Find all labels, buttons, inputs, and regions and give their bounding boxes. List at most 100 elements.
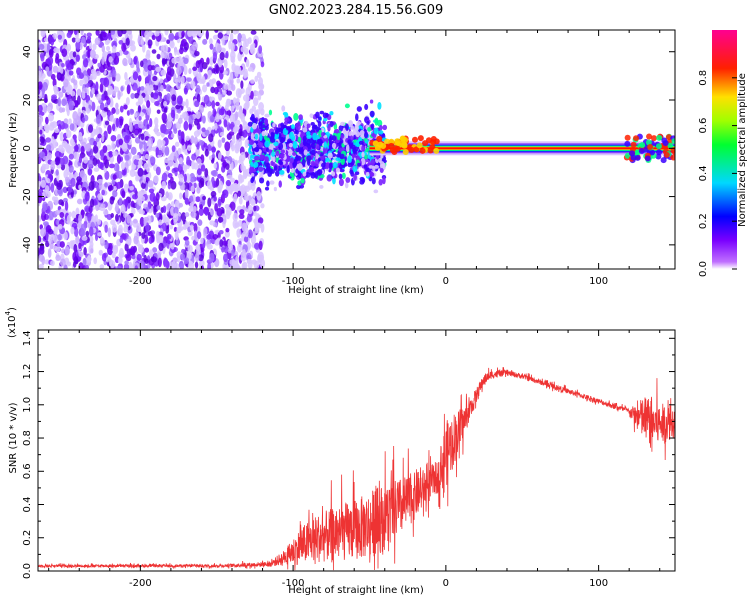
noise-pixel (97, 218, 102, 225)
noise-pixel (251, 105, 257, 112)
noise-pixel (204, 129, 210, 136)
noise-pixel (219, 239, 224, 247)
noise-pixel (139, 112, 145, 117)
noise-pixel (75, 54, 80, 62)
noise-pixel (224, 141, 231, 152)
noise-pixel (115, 108, 120, 115)
noise-pixel (48, 48, 54, 58)
scatter-pixel (300, 131, 306, 136)
noise-pixel (258, 240, 263, 251)
noise-pixel (158, 242, 164, 252)
noise-pixel (92, 157, 98, 166)
noise-pixel (161, 112, 167, 122)
noise-pixel (225, 227, 230, 233)
noise-pixel (125, 37, 130, 46)
noise-pixel (243, 40, 247, 49)
noise-pixel (53, 196, 59, 206)
noise-pixel (183, 173, 187, 183)
noise-pixel (88, 181, 95, 191)
noise-pixel (115, 117, 120, 128)
noise-pixel (158, 219, 163, 226)
noise-pixel (135, 154, 140, 161)
noise-pixel (147, 64, 153, 71)
scatter-pixel (345, 123, 349, 131)
noise-pixel (141, 108, 147, 114)
noise-pixel (226, 30, 231, 36)
scatter-pixel (273, 186, 277, 192)
noise-pixel (231, 84, 236, 92)
noise-pixel (173, 128, 178, 134)
noise-pixel (160, 84, 164, 92)
scatter-pixel (275, 127, 279, 135)
noise-pixel (84, 265, 90, 269)
scatter-pixel (296, 184, 302, 190)
noise-pixel (89, 198, 95, 208)
snr-axes: -200 -100 0 100 0.0 0.2 0.4 0.6 0.8 1.0 1.2 1.4 (22, 330, 675, 589)
scatter-pixel (282, 111, 288, 116)
noise-pixel (133, 235, 139, 245)
scatter-pixel (344, 182, 349, 189)
noise-pixel (192, 66, 198, 72)
noise-pixel (112, 245, 119, 255)
scatter-pixel (373, 127, 379, 135)
noise-pixel (244, 227, 249, 238)
spectrogram-frame (37, 29, 676, 270)
noise-pixel (121, 142, 128, 152)
noise-pixel (170, 243, 175, 250)
noise-pixel (75, 235, 80, 244)
noise-pixel (191, 235, 196, 241)
snr-ylabel: SNR (10 * v/v) (8, 402, 19, 473)
noise-pixel (145, 206, 150, 213)
noise-pixel (195, 196, 201, 203)
colorbar-ticks: 0.0 0.2 0.4 0.6 0.8 (698, 70, 737, 277)
noise-pixel (41, 163, 46, 172)
noise-pixel (207, 197, 212, 208)
noise-pixel (95, 125, 100, 135)
noise-pixel (130, 245, 136, 256)
noise-pixel (191, 153, 197, 161)
noise-pixel (186, 155, 191, 165)
noise-pixel (121, 168, 126, 176)
noise-pixel (107, 227, 112, 238)
scatter-pixel (277, 142, 284, 151)
noise-pixel (138, 191, 143, 197)
scatter-pixel (290, 167, 295, 174)
noise-pixel (198, 140, 205, 146)
scatter-pixel (345, 177, 351, 183)
scatter-pixel (319, 185, 324, 189)
noise-pixel (184, 239, 190, 246)
scatter-pixel (264, 113, 270, 118)
noise-pixel (63, 78, 69, 88)
noise-pixel (196, 142, 200, 150)
noise-pixel (57, 97, 62, 107)
noise-pixel (173, 152, 178, 163)
scatter-pixel (359, 129, 365, 137)
noise-pixel (107, 184, 114, 191)
noise-pixel (140, 60, 144, 68)
noise-pixel (165, 191, 169, 199)
noise-pixel (234, 111, 239, 121)
noise-pixel (247, 37, 252, 44)
noise-pixel (112, 90, 117, 97)
noise-pixel (97, 62, 101, 68)
noise-pixel (124, 71, 128, 81)
noise-pixel (147, 146, 153, 152)
noise-pixel (146, 100, 151, 108)
noise-pixel (103, 155, 108, 165)
colorbar-tick-label: 0.2 (698, 213, 709, 229)
noise-pixel (162, 84, 167, 89)
noise-pixel (212, 67, 216, 74)
noise-pixel (135, 101, 142, 107)
noise-pixel (155, 230, 160, 240)
noise-pixel (50, 36, 55, 46)
noise-pixel (179, 253, 186, 260)
noise-pixel (87, 168, 93, 176)
noise-pixel (109, 114, 115, 122)
scatter-pixel (298, 147, 304, 155)
scatter-pixel (275, 170, 280, 177)
noise-pixel (232, 136, 236, 145)
noise-pixel (191, 160, 195, 170)
noise-pixel (157, 257, 162, 268)
noise-pixel (133, 128, 140, 136)
